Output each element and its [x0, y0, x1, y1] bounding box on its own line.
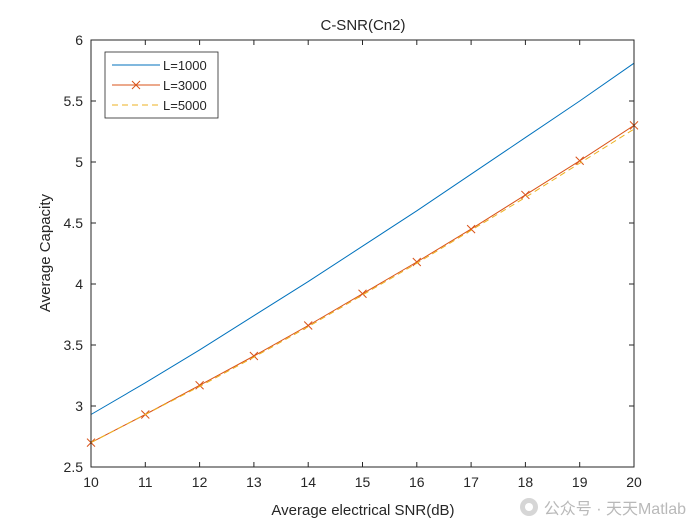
legend-entry: L=3000 [112, 78, 207, 93]
legend-entry: L=5000 [112, 98, 207, 113]
legend-marker [131, 80, 141, 90]
legend-label: L=3000 [163, 78, 207, 93]
y-tick-label: 2.5 [64, 459, 84, 475]
marker-stroke [195, 380, 204, 390]
x-tick-label: 20 [626, 474, 642, 490]
watermark: 公众号 · 天天Matlab [519, 495, 686, 519]
x-axis-label: Average electrical SNR(dB) [271, 502, 454, 519]
series-line-l-5000 [90, 128, 635, 444]
y-tick-label: 6 [75, 32, 83, 48]
axis-ticks: 10 11 12 13 14 15 16 17 18 19 20 2.5 3 3.5 4 4.5 5 5.5 6 [64, 32, 642, 490]
axes-box [90, 39, 635, 468]
y-tick-label: 3 [75, 398, 83, 414]
x-tick-label: 16 [409, 474, 425, 490]
data-point-marker [195, 380, 204, 390]
x-tick-label: 15 [355, 474, 371, 490]
legend-label: L=1000 [163, 58, 207, 73]
data-point-marker [358, 289, 367, 299]
y-tick-label: 5 [75, 154, 83, 170]
x-tick-label: 11 [138, 474, 153, 490]
x-tick-label: 13 [246, 474, 262, 490]
y-tick-label: 5.5 [64, 93, 84, 109]
x-tick-label: 18 [518, 474, 534, 490]
marker-stroke [358, 289, 367, 299]
y-tick-label: 4.5 [64, 215, 84, 231]
data-point-marker [521, 190, 530, 200]
marker-stroke [412, 257, 422, 267]
x-tick-label: 14 [300, 474, 316, 490]
legend-label: L=5000 [163, 98, 207, 113]
series-line-l-1000 [90, 62, 635, 415]
x-tick-label: 17 [463, 474, 479, 490]
data-point-marker [412, 257, 422, 267]
x-tick-label: 12 [192, 474, 208, 490]
x-tick-label: 10 [83, 474, 99, 490]
marker-stroke [521, 190, 530, 200]
watermark-text: 公众号 · 天天Matlab [543, 501, 686, 518]
y-tick-label: 3.5 [64, 337, 84, 353]
legend-entry: L=1000 [112, 58, 207, 73]
series-lines [86, 62, 639, 447]
legend: L=1000 L=3000 L=5000 [104, 51, 219, 119]
marker-stroke [575, 156, 585, 166]
x-tick-label: 19 [572, 474, 588, 490]
wechat-icon [519, 498, 538, 516]
chart-title: C-SNR(Cn2) [320, 17, 405, 34]
y-axis-label: Average Capacity [37, 193, 54, 312]
data-point-marker [575, 156, 585, 166]
y-tick-label: 4 [75, 276, 83, 292]
